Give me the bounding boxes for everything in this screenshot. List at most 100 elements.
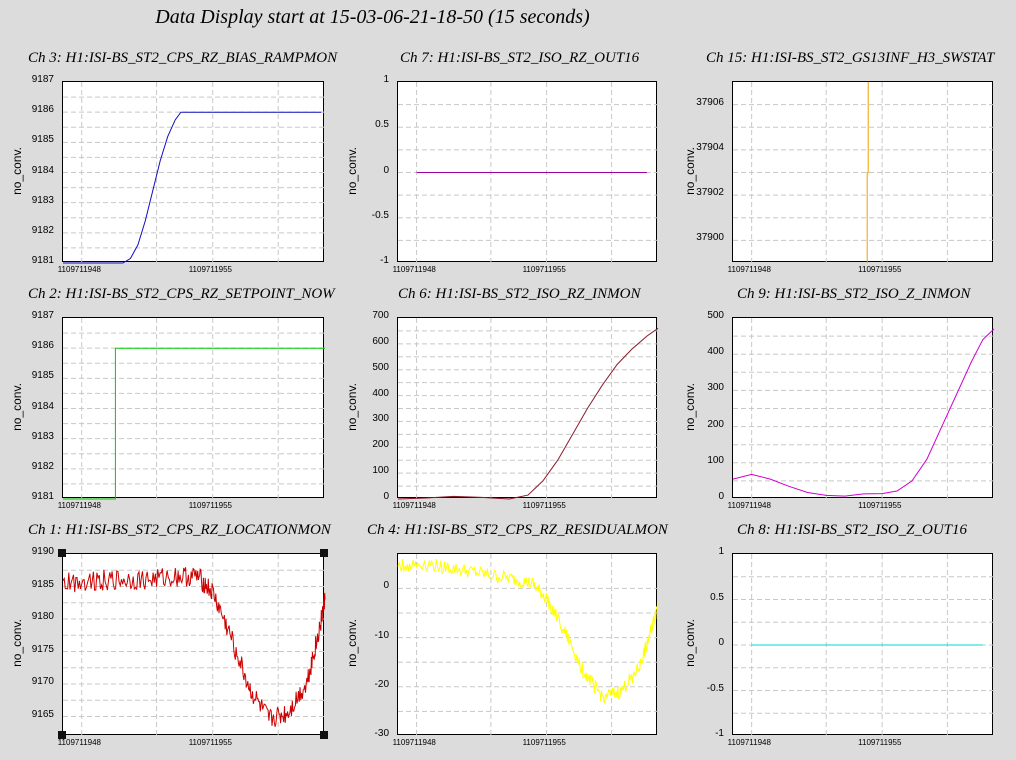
chart-4-xtick-label: 1109711955 <box>188 501 233 510</box>
chart-3-title: Ch 15: H1:ISI-BS_ST2_GS13INF_H3_SWSTAT <box>706 50 995 66</box>
chart-2-ytick-label: 1 <box>383 74 389 85</box>
chart-8-series-line <box>397 558 659 704</box>
chart-6-ytick-label: 500 <box>707 310 724 321</box>
chart-9-xtick-label: 1109711948 <box>727 738 771 747</box>
chart-5-ytick-label: 300 <box>372 413 389 425</box>
chart-6-title: Ch 9: H1:ISI-BS_ST2_ISO_Z_INMON <box>737 286 971 302</box>
chart-6-ytick-label: 300 <box>707 382 724 394</box>
chart-9-ytick-label: 1 <box>718 546 724 557</box>
chart-3-xtick-label: 1109711955 <box>858 265 902 274</box>
chart-1-ytick-label: 9187 <box>31 74 54 85</box>
chart-5-ytick-label: 400 <box>372 387 389 399</box>
chart-2-svg <box>398 82 658 263</box>
chart-9-ytick-label: -0.5 <box>706 682 724 694</box>
chart-7-xtick-label: 1109711955 <box>188 738 233 747</box>
chart-5-xtick-label: 1109711955 <box>522 501 566 510</box>
chart-6-svg <box>732 318 995 499</box>
chart-1-ytick-label: 9183 <box>31 194 54 206</box>
chart-3-ytick-label: 37904 <box>696 141 724 153</box>
chart-4-plot-area[interactable] <box>62 317 325 500</box>
chart-4-xtick-label: 1109711948 <box>57 501 102 510</box>
chart-4-series-line <box>63 347 325 500</box>
chart-1-plot-area[interactable] <box>62 81 325 264</box>
chart-9-svg <box>733 554 994 736</box>
chart-7-ytick-label: 9170 <box>31 676 54 687</box>
chart-5-ytick-label: 200 <box>372 439 389 451</box>
chart-2-ytick-label: -1 <box>380 255 389 266</box>
chart-5-ytick-label: 500 <box>372 361 389 373</box>
chart-2-ytick-label: 0.5 <box>375 119 389 131</box>
chart-4-ytick-label: 9187 <box>31 310 54 321</box>
chart-7-ytick-label: 9180 <box>31 611 54 622</box>
chart-1-ytick-label: 9182 <box>31 224 54 236</box>
chart-4-title: Ch 2: H1:ISI-BS_ST2_CPS_RZ_SETPOINT_NOW <box>28 286 335 302</box>
chart-2-ytick-label: -0.5 <box>371 209 389 221</box>
chart-7-ytick-label: 9165 <box>31 708 54 720</box>
chart-6-ytick-label: 100 <box>707 454 724 466</box>
chart-5-ytick-label: 0 <box>383 491 389 502</box>
chart-7-series-line <box>62 567 326 727</box>
chart-4-ytick-label: 9185 <box>31 370 54 382</box>
chart-6-xtick-label: 1109711948 <box>727 501 771 510</box>
chart-9-ytick-label: -1 <box>715 728 724 739</box>
chart-9-plot-area[interactable] <box>732 553 994 736</box>
chart-3-svg <box>733 82 994 263</box>
selection-handle[interactable] <box>320 549 328 557</box>
chart-1-ytick-label: 9185 <box>31 134 54 146</box>
chart-9-ytick-label: 0.5 <box>710 591 724 603</box>
chart-8-ytick-label: 0 <box>383 580 389 592</box>
chart-6-plot-area[interactable] <box>732 317 995 499</box>
chart-2-plot-area[interactable] <box>397 81 658 263</box>
chart-1-svg <box>63 82 325 264</box>
chart-6-xtick-label: 1109711955 <box>858 501 902 510</box>
chart-3-ytick-label: 37906 <box>696 96 724 108</box>
chart-6-ytick-label: 400 <box>707 346 724 358</box>
chart-6-ytick-label: 200 <box>707 418 724 430</box>
chart-4-ytick-label: 9182 <box>31 460 54 472</box>
selection-handle[interactable] <box>58 549 66 557</box>
chart-5-ytick-label: 700 <box>372 310 389 321</box>
chart-8-xtick-label: 1109711948 <box>392 738 436 747</box>
chart-4-ytick-label: 9186 <box>31 340 54 352</box>
chart-3-plot-area[interactable] <box>732 81 994 263</box>
selection-handle[interactable] <box>320 731 328 739</box>
chart-8-ylabel: no_conv. <box>345 619 359 667</box>
chart-2-xtick-label: 1109711955 <box>522 265 566 274</box>
chart-7-title: Ch 1: H1:ISI-BS_ST2_CPS_RZ_LOCATIONMON <box>28 522 331 538</box>
chart-8-svg <box>397 554 659 736</box>
chart-7-svg <box>62 554 326 736</box>
chart-1-xtick-label: 1109711948 <box>57 265 102 274</box>
chart-1-ytick-label: 9184 <box>31 164 54 176</box>
chart-5-ytick-label: 600 <box>372 335 389 347</box>
selection-handle[interactable] <box>58 731 66 739</box>
display-title: Data Display start at 15-03-06-21-18-50 … <box>155 6 590 28</box>
chart-8-plot-area[interactable] <box>397 553 659 736</box>
chart-5-title: Ch 6: H1:ISI-BS_ST2_ISO_RZ_INMON <box>398 286 641 302</box>
chart-6-ytick-label: 0 <box>718 491 724 502</box>
chart-7-plot-area[interactable] <box>62 553 326 736</box>
chart-8-ytick-label: -30 <box>374 728 389 739</box>
chart-7-ytick-label: 9185 <box>31 578 54 590</box>
chart-4-ytick-label: 9181 <box>31 491 54 502</box>
chart-9-xtick-label: 1109711955 <box>858 738 902 747</box>
chart-5-ylabel: no_conv. <box>345 382 359 431</box>
chart-5-svg <box>397 318 659 500</box>
chart-1-ytick-label: 9186 <box>31 104 54 116</box>
chart-7-xtick-label: 1109711948 <box>57 738 102 747</box>
chart-2-ytick-label: 0 <box>383 164 389 176</box>
chart-4-svg <box>63 318 325 500</box>
chart-1-ytick-label: 9181 <box>31 255 54 266</box>
chart-5-ytick-label: 100 <box>372 465 389 477</box>
chart-3-ytick-label: 37900 <box>696 232 724 244</box>
chart-3-xtick-label: 1109711948 <box>727 265 771 274</box>
chart-6-series-line <box>732 328 995 497</box>
chart-3-ytick-label: 37902 <box>696 187 724 199</box>
chart-1-series-line <box>63 111 322 264</box>
chart-5-plot-area[interactable] <box>397 317 659 500</box>
chart-7-ytick-label: 9190 <box>31 546 54 557</box>
chart-7-ytick-label: 9175 <box>31 643 54 655</box>
chart-3-series-line <box>866 82 869 263</box>
chart-8-ytick-label: -20 <box>374 678 389 690</box>
chart-5-xtick-label: 1109711948 <box>392 501 436 510</box>
chart-1-xtick-label: 1109711955 <box>188 265 233 274</box>
